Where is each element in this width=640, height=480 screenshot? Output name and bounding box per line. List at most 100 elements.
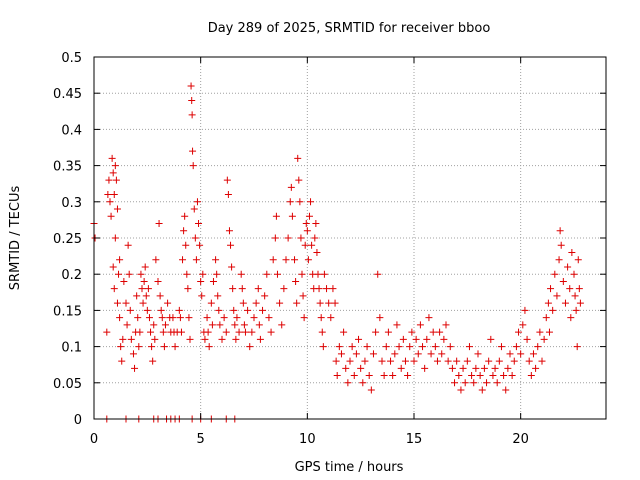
y-axis: 0 0.05 0.1 0.15 0.2 0.25 0.3 0.35 0.4 0.45 0.5	[53, 51, 606, 428]
data-point	[423, 335, 431, 343]
data-point	[542, 314, 550, 322]
data-point	[123, 321, 131, 329]
data-point	[126, 306, 134, 314]
data-point	[419, 343, 427, 351]
data-point	[532, 364, 540, 372]
data-point	[298, 270, 306, 278]
data-point	[117, 343, 125, 351]
data-point	[112, 176, 120, 184]
data-point	[216, 321, 224, 329]
data-point	[442, 321, 450, 329]
data-point	[320, 270, 328, 278]
data-point	[523, 335, 531, 343]
data-point	[293, 299, 301, 307]
data-point	[145, 314, 153, 322]
data-point	[157, 306, 165, 314]
data-point	[331, 299, 339, 307]
data-point	[574, 256, 582, 264]
data-point	[179, 256, 187, 264]
data-point	[294, 154, 302, 162]
data-point	[502, 386, 510, 394]
data-point	[229, 285, 237, 293]
x-tick-label: 10	[299, 432, 316, 447]
data-point	[517, 350, 525, 358]
data-point	[453, 357, 461, 365]
data-point	[497, 343, 505, 351]
data-point	[436, 328, 444, 336]
data-point	[297, 234, 305, 242]
data-point	[140, 277, 148, 285]
data-point	[250, 314, 258, 322]
data-point	[508, 372, 516, 380]
data-point	[429, 328, 437, 336]
data-point	[337, 350, 345, 358]
data-point	[323, 285, 331, 293]
data-point	[487, 335, 495, 343]
data-point	[148, 343, 156, 351]
data-point	[433, 357, 441, 365]
data-point	[438, 350, 446, 358]
data-point	[512, 343, 520, 351]
y-tick-label: 0.4	[61, 123, 82, 138]
data-point	[191, 234, 199, 242]
data-point	[359, 379, 367, 387]
data-point	[255, 321, 263, 329]
data-point	[135, 343, 143, 351]
data-point	[393, 321, 401, 329]
data-point	[129, 350, 137, 358]
data-point	[544, 299, 552, 307]
data-point	[223, 176, 231, 184]
data-point	[214, 292, 222, 300]
data-point	[143, 306, 151, 314]
y-tick-label: 0.5	[61, 51, 82, 66]
data-point	[133, 292, 141, 300]
data-point	[208, 321, 216, 329]
data-point	[391, 350, 399, 358]
data-point	[489, 372, 497, 380]
data-point	[113, 205, 121, 213]
data-point	[109, 263, 117, 271]
data-point	[312, 220, 320, 228]
data-point	[378, 357, 386, 365]
data-point	[151, 335, 159, 343]
data-point	[201, 335, 209, 343]
data-point	[536, 328, 544, 336]
data-point	[534, 343, 542, 351]
data-point	[273, 270, 281, 278]
data-point	[480, 364, 488, 372]
data-point	[149, 357, 157, 365]
data-point	[551, 270, 559, 278]
data-point	[131, 364, 139, 372]
data-point	[233, 314, 241, 322]
data-point	[158, 314, 166, 322]
data-point	[127, 335, 135, 343]
data-point	[566, 285, 574, 293]
data-point	[180, 227, 188, 235]
data-point	[169, 314, 177, 322]
data-point	[186, 335, 194, 343]
data-point	[401, 357, 409, 365]
data-point	[440, 335, 448, 343]
data-point	[144, 285, 152, 293]
data-point	[380, 372, 388, 380]
data-point	[571, 292, 579, 300]
data-point	[134, 314, 142, 322]
data-point	[357, 364, 365, 372]
data-point	[521, 306, 529, 314]
data-point	[122, 299, 130, 307]
data-point	[291, 256, 299, 264]
data-point	[389, 372, 397, 380]
data-point	[271, 234, 279, 242]
data-point	[483, 379, 491, 387]
data-point	[265, 314, 273, 322]
data-point	[296, 198, 304, 206]
data-point	[559, 277, 567, 285]
data-point	[110, 191, 118, 199]
data-point	[171, 343, 179, 351]
data-point	[376, 314, 384, 322]
data-point	[111, 162, 119, 170]
data-point	[259, 306, 267, 314]
data-point	[203, 314, 211, 322]
data-point	[160, 343, 168, 351]
